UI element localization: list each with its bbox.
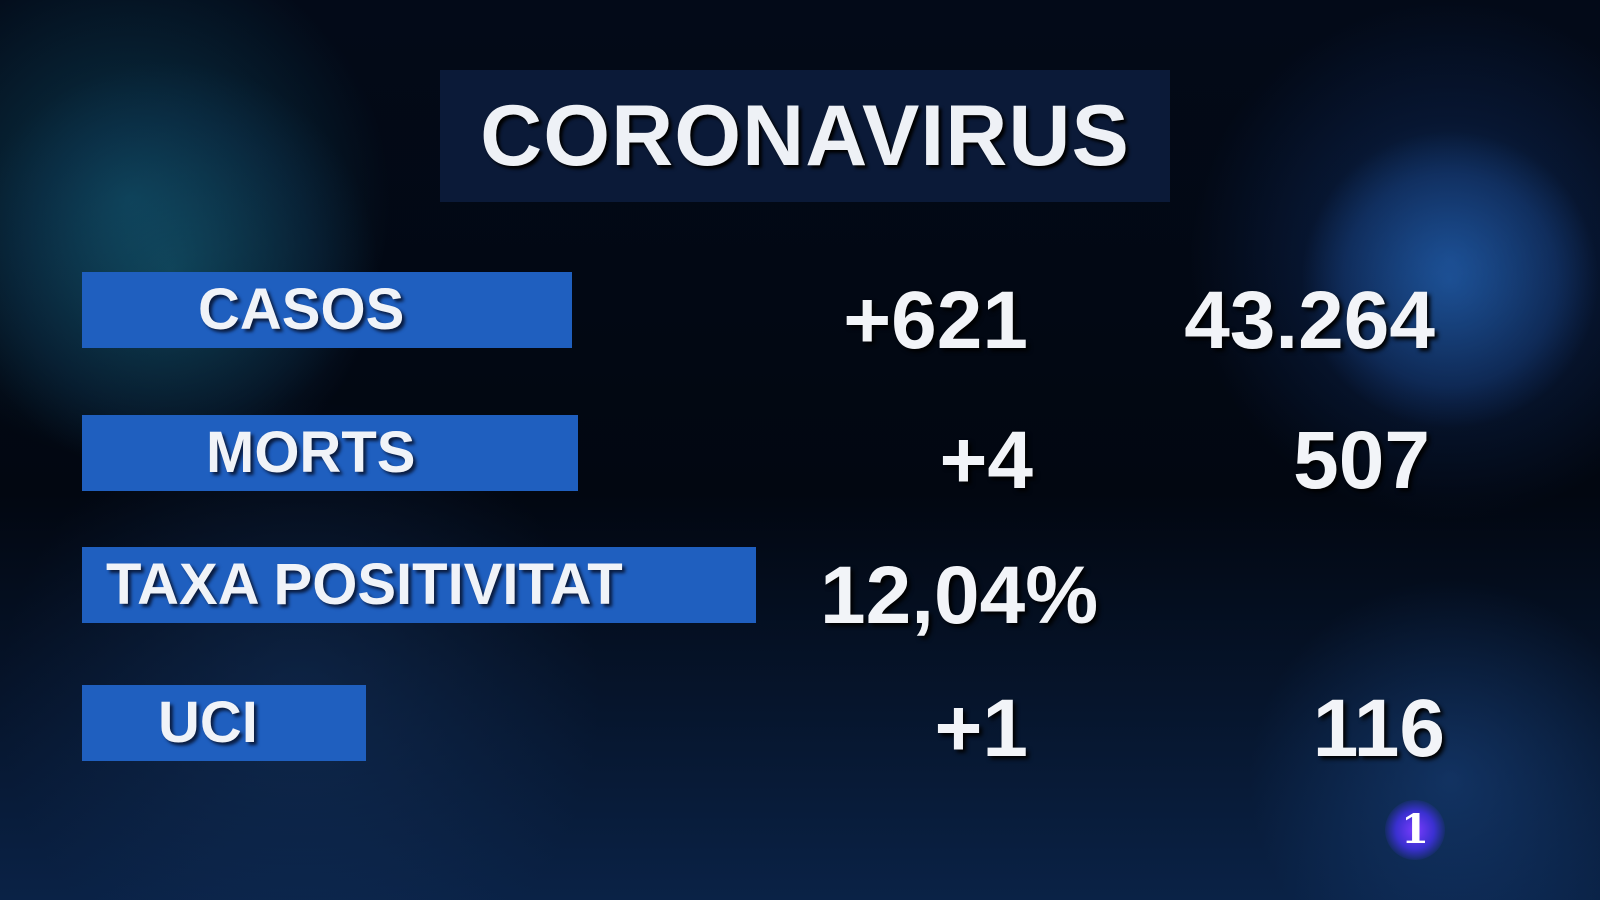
label-morts: MORTS: [82, 415, 578, 491]
uci-total: 116: [1312, 683, 1445, 774]
title: CORONAVIRUS: [480, 87, 1130, 184]
virus-illustration: [1300, 130, 1600, 430]
casos-change: +621: [843, 275, 1028, 366]
uci-change: +1: [934, 683, 1029, 774]
casos-total: 43.264: [1184, 275, 1435, 366]
morts-change: +4: [939, 415, 1034, 506]
virus-illustration: [0, 60, 380, 480]
title-box: CORONAVIRUS: [440, 70, 1170, 202]
label-casos: CASOS: [82, 272, 572, 348]
channel-logo: 1: [1385, 800, 1445, 860]
label-uci: UCI: [82, 685, 366, 761]
label-taxa-positivitat: TAXA POSITIVITAT: [82, 547, 756, 623]
morts-total: 507: [1293, 415, 1430, 506]
taxa-positivitat-value: 12,04%: [820, 550, 1099, 641]
